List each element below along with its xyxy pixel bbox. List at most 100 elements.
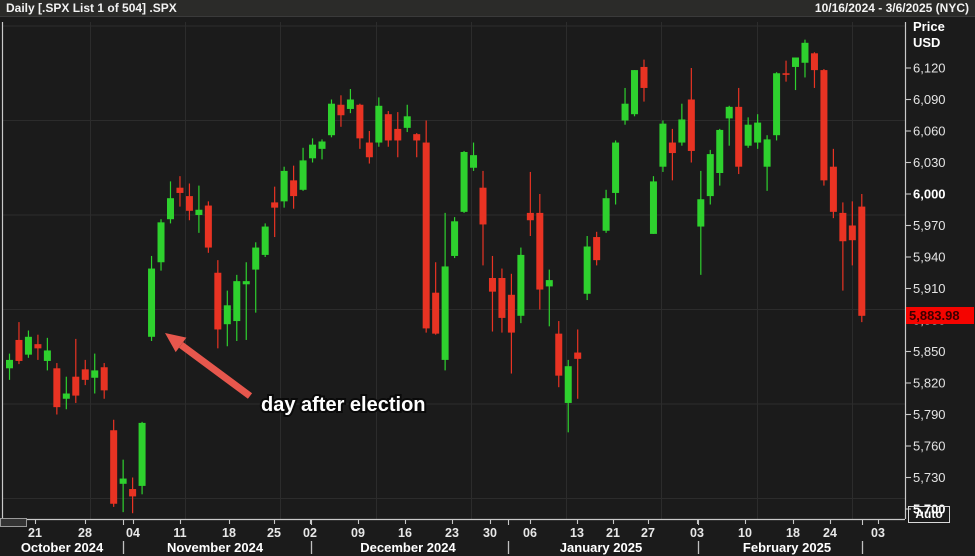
candle-body	[678, 119, 686, 143]
y-tick-label: 5,820	[913, 376, 946, 391]
candle-body	[233, 281, 241, 322]
candle-body	[119, 478, 127, 484]
candle-body	[848, 225, 856, 241]
candle-body	[470, 155, 478, 168]
candle-body	[801, 42, 809, 63]
candle	[356, 103, 364, 149]
candle-body	[6, 359, 13, 369]
candle	[659, 120, 667, 172]
candle	[810, 52, 818, 88]
candle-body	[43, 350, 51, 361]
annotation-text: day after election	[261, 394, 426, 416]
candle	[526, 171, 534, 236]
candle-body	[517, 254, 525, 316]
candle	[564, 359, 572, 433]
candle	[432, 262, 440, 335]
candle	[839, 202, 847, 291]
candle-body	[820, 70, 828, 181]
candle	[34, 334, 42, 360]
candle	[848, 201, 856, 266]
candle-body	[574, 352, 582, 359]
candle	[687, 68, 695, 163]
candle	[62, 376, 70, 410]
candle-body	[792, 57, 800, 67]
candle-body	[555, 333, 563, 376]
candle	[555, 321, 563, 388]
candle	[668, 128, 676, 181]
candle-body	[271, 202, 279, 208]
candle-body	[432, 292, 440, 334]
x-tick-label: 18	[222, 526, 236, 540]
y-tick-label: 5,760	[913, 439, 946, 454]
candle	[697, 170, 705, 275]
chart-date-range: 10/16/2024 - 3/6/2025 (NYC)	[814, 1, 969, 15]
month-label: January 2025	[560, 540, 642, 555]
candle-body	[810, 53, 818, 71]
candle	[280, 166, 288, 208]
candle	[792, 57, 800, 91]
candle-body	[261, 226, 269, 255]
candle-body	[24, 336, 32, 355]
candle	[309, 138, 317, 163]
x-tick-label: 11	[173, 526, 186, 540]
candle	[100, 363, 108, 399]
candle	[479, 170, 487, 266]
candle-body	[536, 212, 544, 290]
auto-scale-button[interactable]: Auto	[908, 506, 950, 523]
candle	[583, 236, 591, 301]
candle-body	[526, 212, 534, 221]
y-tick-label: 5,910	[913, 281, 946, 296]
candle	[763, 135, 771, 191]
candle-body	[129, 489, 137, 497]
candle-body	[195, 209, 203, 215]
candle-body	[166, 198, 174, 220]
candle	[261, 223, 269, 257]
candle	[403, 104, 411, 133]
candle-body	[81, 369, 89, 380]
candle-body	[148, 268, 156, 337]
chart-titlebar: Daily [.SPX List 1 of 504] .SPX 10/16/20…	[0, 0, 975, 17]
candle	[176, 176, 184, 207]
candle	[271, 186, 279, 238]
candle-body	[356, 104, 364, 139]
candle	[214, 260, 222, 349]
candle	[754, 114, 762, 149]
candle	[384, 111, 392, 147]
candle	[706, 149, 714, 205]
candle-body	[858, 206, 866, 316]
candle	[110, 419, 118, 507]
y-tick-label: 5,970	[913, 218, 946, 233]
candle	[327, 99, 335, 138]
month-label: October 2024	[21, 540, 104, 555]
candle	[782, 60, 790, 82]
candle-body	[621, 103, 629, 121]
candle	[204, 201, 212, 253]
candle-body	[72, 376, 80, 396]
candle	[346, 89, 354, 114]
candle-body	[507, 294, 515, 333]
candle	[91, 353, 99, 394]
candle-body	[110, 430, 118, 504]
candle	[252, 242, 260, 313]
month-label: December 2024	[360, 540, 456, 555]
candle	[148, 255, 156, 341]
candle	[422, 120, 430, 333]
candle	[773, 72, 781, 141]
candle-body	[309, 144, 317, 159]
candle-body	[763, 139, 771, 167]
candle-body	[100, 367, 108, 391]
candle	[744, 117, 752, 148]
y-tick-label: 6,030	[913, 155, 946, 170]
y-tick-label: 5,730	[913, 470, 946, 485]
candle-body	[716, 129, 724, 173]
candle-body	[441, 266, 449, 360]
candle	[488, 255, 496, 332]
candle-body	[365, 142, 373, 158]
candle-body	[91, 370, 99, 378]
candle	[138, 421, 146, 495]
candle	[166, 181, 174, 224]
candle-body	[204, 205, 212, 248]
x-tick-label: 24	[823, 526, 837, 540]
